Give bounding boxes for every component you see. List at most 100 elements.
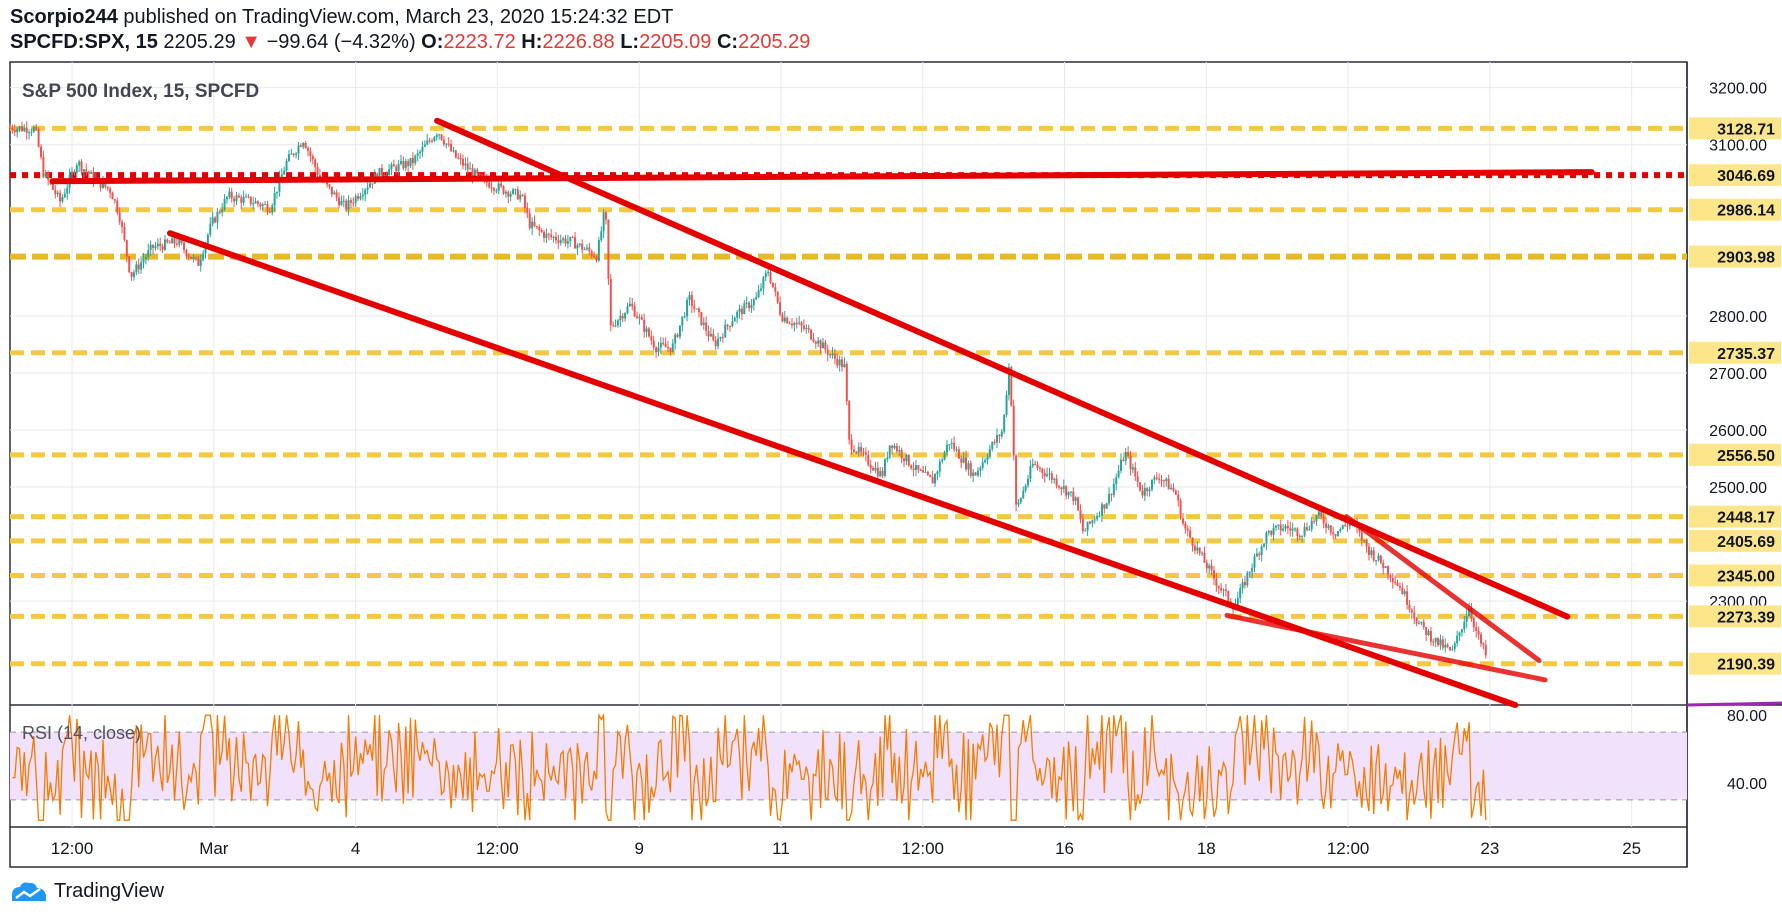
candle-body: [175, 243, 178, 245]
candle-body: [1291, 528, 1294, 531]
candle-body: [80, 161, 83, 172]
candle-body: [652, 340, 655, 348]
candle-body: [490, 187, 493, 189]
tradingview-footer[interactable]: TradingView: [10, 880, 164, 903]
candle-body: [864, 452, 867, 455]
candle-body: [1305, 527, 1308, 530]
candle-body: [621, 315, 624, 319]
candle-body: [366, 187, 369, 190]
candle-body: [442, 139, 445, 145]
candle-body: [824, 342, 827, 350]
candle-body: [194, 257, 197, 259]
x-tick-label: 11: [772, 839, 790, 858]
candle-body: [717, 338, 720, 347]
candle-body: [392, 164, 395, 167]
candle-body: [1034, 463, 1037, 465]
candle-body: [268, 211, 271, 213]
candle-body: [1150, 479, 1153, 490]
candle-body: [891, 445, 894, 449]
candle-body: [221, 209, 224, 213]
candle-body: [931, 477, 934, 484]
candle-body: [349, 200, 352, 203]
candle-body: [900, 450, 903, 459]
candle-body: [602, 212, 605, 232]
candle-body: [1024, 485, 1027, 491]
candle-body: [1236, 597, 1239, 606]
price-level-badge: [1689, 198, 1781, 221]
candle-body: [1296, 528, 1299, 537]
candle-body: [1272, 527, 1275, 535]
candle-body: [504, 191, 507, 194]
candle-body: [1384, 566, 1387, 568]
candle-body: [655, 347, 658, 353]
candle-body: [1148, 489, 1151, 492]
candle-body: [1241, 581, 1244, 589]
candle-body: [814, 341, 817, 344]
candle-body: [712, 333, 715, 341]
candle-body: [1456, 635, 1459, 644]
candle-body: [895, 445, 898, 452]
price-level-badge: [1689, 564, 1781, 587]
candle-body: [583, 249, 586, 251]
candle-body: [1167, 478, 1170, 490]
candle-body: [1239, 588, 1242, 598]
candle-body: [1360, 531, 1363, 541]
candle-body: [812, 339, 815, 342]
candle-body: [790, 323, 793, 326]
candle-body: [304, 142, 307, 149]
candle-body: [1303, 527, 1306, 536]
candle-body: [1048, 473, 1051, 475]
low-label: L:: [620, 31, 640, 53]
candle-body: [13, 130, 16, 133]
candle-body: [419, 151, 422, 154]
candle-body: [1418, 623, 1421, 625]
candle-body: [256, 201, 259, 204]
candle-body: [1072, 491, 1075, 501]
candle-body: [605, 212, 608, 220]
candle-body: [345, 200, 348, 210]
candle-body: [609, 278, 612, 325]
candle-body: [395, 166, 398, 172]
candle-body: [228, 191, 231, 197]
candle-body: [1224, 589, 1227, 592]
candle-body: [1363, 539, 1366, 541]
candle-body: [728, 325, 731, 327]
price-level-label: 3128.71: [1717, 121, 1775, 138]
candle-body: [862, 451, 865, 453]
candle-body: [1398, 586, 1401, 588]
candle-body: [709, 333, 712, 337]
candle-body: [514, 189, 517, 191]
candle-body: [90, 172, 93, 174]
x-tick-label: 23: [1480, 839, 1499, 858]
candle-body: [378, 167, 381, 181]
candle-body: [290, 153, 293, 155]
y-tick-label: 2500.00: [1709, 480, 1767, 497]
candle-body: [1074, 497, 1077, 501]
candle-body: [1027, 478, 1030, 486]
candle-body: [1139, 482, 1142, 491]
candle-body: [342, 200, 345, 202]
candle-body: [731, 321, 734, 327]
candle-body: [1079, 510, 1082, 520]
candle-body: [1203, 552, 1206, 563]
candle-body: [502, 186, 505, 194]
candle-body: [307, 148, 310, 151]
candle-body: [981, 462, 984, 468]
candle-body: [276, 191, 279, 193]
candle-body: [1077, 497, 1080, 511]
price-level-badge: [1689, 341, 1781, 364]
candle-body: [1453, 643, 1456, 650]
candle-body: [1317, 511, 1320, 516]
candle-body: [218, 211, 221, 213]
candle-body: [113, 199, 116, 201]
candle-body: [326, 181, 329, 185]
candle-body: [991, 442, 994, 450]
candle-body: [73, 171, 76, 174]
author-name[interactable]: Scorpio244: [10, 6, 118, 28]
candle-body: [106, 186, 109, 189]
candle-body: [1127, 452, 1130, 457]
candle-body: [330, 186, 333, 195]
candle-body: [397, 163, 400, 172]
candle-body: [426, 140, 429, 145]
